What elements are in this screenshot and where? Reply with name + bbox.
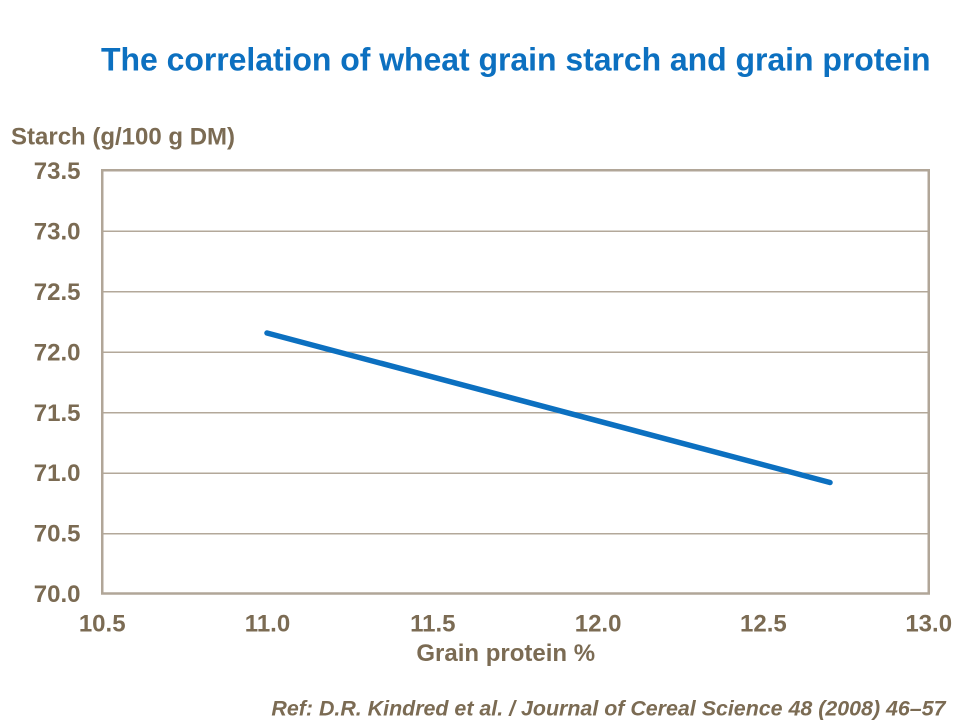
svg-text:71.5: 71.5	[34, 400, 81, 427]
svg-text:73.5: 73.5	[34, 158, 81, 185]
svg-text:72.0: 72.0	[34, 339, 81, 366]
svg-text:73.0: 73.0	[34, 218, 81, 245]
svg-text:11.0: 11.0	[245, 610, 290, 637]
svg-text:12.5: 12.5	[740, 610, 787, 637]
svg-text:10.5: 10.5	[79, 610, 126, 637]
svg-text:71.0: 71.0	[34, 460, 81, 487]
svg-text:11.5: 11.5	[410, 610, 455, 637]
svg-text:Starch (g/100 g DM): Starch (g/100 g DM)	[11, 124, 235, 151]
svg-text:Ref: D.R. Kindred et al. / Jou: Ref: D.R. Kindred et al. / Journal of Ce…	[271, 696, 946, 720]
svg-text:13.0: 13.0	[905, 610, 952, 637]
svg-text:12.0: 12.0	[575, 610, 622, 637]
svg-text:The correlation of wheat grain: The correlation of wheat grain starch an…	[101, 42, 931, 78]
svg-text:Grain protein %: Grain protein %	[416, 640, 595, 667]
svg-text:72.5: 72.5	[34, 279, 81, 306]
svg-text:70.0: 70.0	[34, 581, 81, 608]
svg-text:70.5: 70.5	[34, 521, 81, 548]
